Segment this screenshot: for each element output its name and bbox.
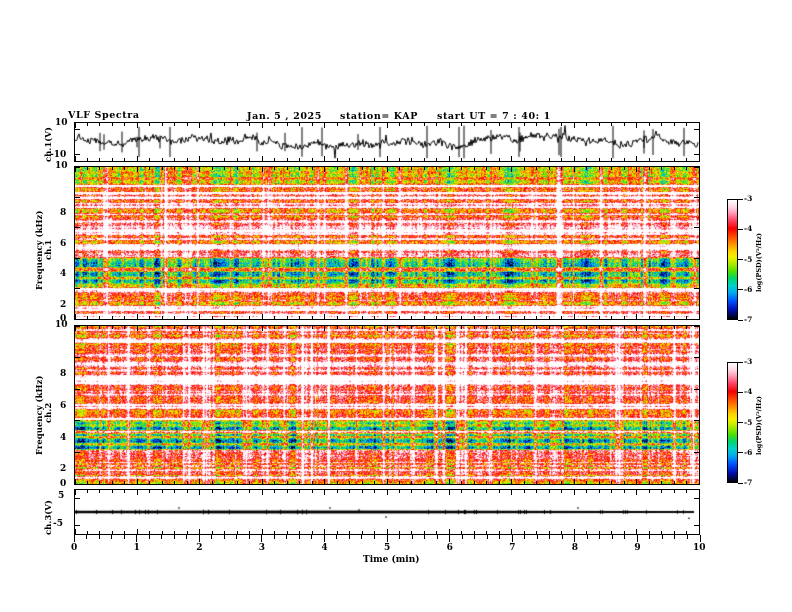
- ch1-spec-ylabel-line2: Frequency (kHz): [35, 210, 45, 290]
- ch1-spec-ytick-6: 6: [60, 239, 67, 249]
- ch2-spec-ylabel-line2: Frequency (kHz): [35, 375, 45, 455]
- ch2-spec-ytick-8: 8: [60, 369, 67, 379]
- ch1-waveform-ylabel: ch.1(V): [44, 127, 54, 162]
- ch3-waveform-ylabel: ch.3(V): [44, 500, 54, 535]
- ch1-ytick-neg10: -10: [50, 150, 67, 160]
- ch1-spectrogram-panel: [74, 166, 700, 320]
- ch2-spec-ylabel-line1: ch.2: [44, 402, 54, 423]
- header-start-ut: start UT = 7 : 40: 1: [437, 111, 551, 122]
- ch1-spec-ytick-4: 4: [60, 269, 67, 279]
- ch3-ytick-neg5: -5: [53, 519, 63, 529]
- ch1-spec-ytick-0: 0: [60, 314, 67, 324]
- ch1-ytick-10: 10: [55, 118, 68, 128]
- ch2-spec-ytick-4: 4: [60, 433, 67, 443]
- ch3-waveform-panel: [74, 489, 700, 535]
- ch1-spec-ytick-8: 8: [60, 208, 67, 218]
- x-axis-label: Time (min): [363, 555, 420, 565]
- ch2-spec-ytick-10: 10: [55, 320, 68, 330]
- colorbar-2-label: log(PSD)(V²/Hz): [755, 396, 763, 455]
- ch2-spectrogram-panel: [74, 325, 700, 485]
- ch2-spec-ytick-2: 2: [60, 464, 67, 474]
- ch1-waveform-panel: [74, 122, 700, 162]
- ch1-spec-ytick-2: 2: [60, 300, 67, 310]
- x-axis-ticks: 0 1 2 3 4 5 6 7 8 9 10: [0, 0, 792, 553]
- ch2-spec-ytick-6: 6: [60, 401, 67, 411]
- ch1-spec-ytick-10: 10: [55, 161, 68, 171]
- header-date: Jan. 5 , 2025: [247, 111, 322, 122]
- ch3-ytick-5: 5: [58, 491, 65, 501]
- header-station: station= KAP: [340, 111, 418, 122]
- page-title: VLF Spectra: [68, 110, 140, 121]
- ch2-spec-ytick-0: 0: [60, 479, 67, 489]
- colorbar-1-label: log(PSD)(V²/Hz): [755, 233, 763, 292]
- colorbar-1: [727, 199, 738, 320]
- colorbar-2: [727, 362, 738, 483]
- ch1-spec-ylabel-line1: ch.1: [44, 239, 54, 260]
